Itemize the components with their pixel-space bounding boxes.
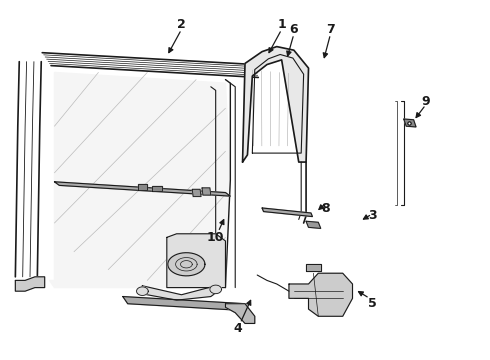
Text: 3: 3 (368, 210, 376, 222)
Polygon shape (152, 186, 162, 192)
Text: 7: 7 (326, 23, 335, 36)
Polygon shape (262, 208, 313, 217)
Text: 1: 1 (277, 18, 286, 31)
Polygon shape (306, 264, 321, 271)
Polygon shape (138, 184, 147, 190)
Polygon shape (243, 46, 309, 162)
Polygon shape (54, 182, 230, 196)
Polygon shape (168, 253, 205, 276)
Polygon shape (123, 297, 250, 311)
Text: 4: 4 (233, 322, 242, 335)
Polygon shape (306, 221, 321, 228)
Text: 10: 10 (207, 231, 224, 244)
Polygon shape (167, 234, 225, 288)
Polygon shape (192, 189, 201, 197)
Polygon shape (202, 188, 211, 195)
Polygon shape (137, 287, 148, 296)
Polygon shape (138, 286, 216, 300)
Text: 6: 6 (290, 23, 298, 36)
Text: 9: 9 (421, 95, 430, 108)
Polygon shape (404, 119, 416, 127)
Polygon shape (49, 72, 230, 288)
Polygon shape (15, 277, 45, 291)
Polygon shape (210, 285, 221, 294)
Polygon shape (289, 273, 352, 316)
Text: 2: 2 (177, 18, 186, 31)
Text: 8: 8 (321, 202, 330, 215)
Text: 5: 5 (368, 297, 376, 310)
Polygon shape (225, 304, 255, 323)
